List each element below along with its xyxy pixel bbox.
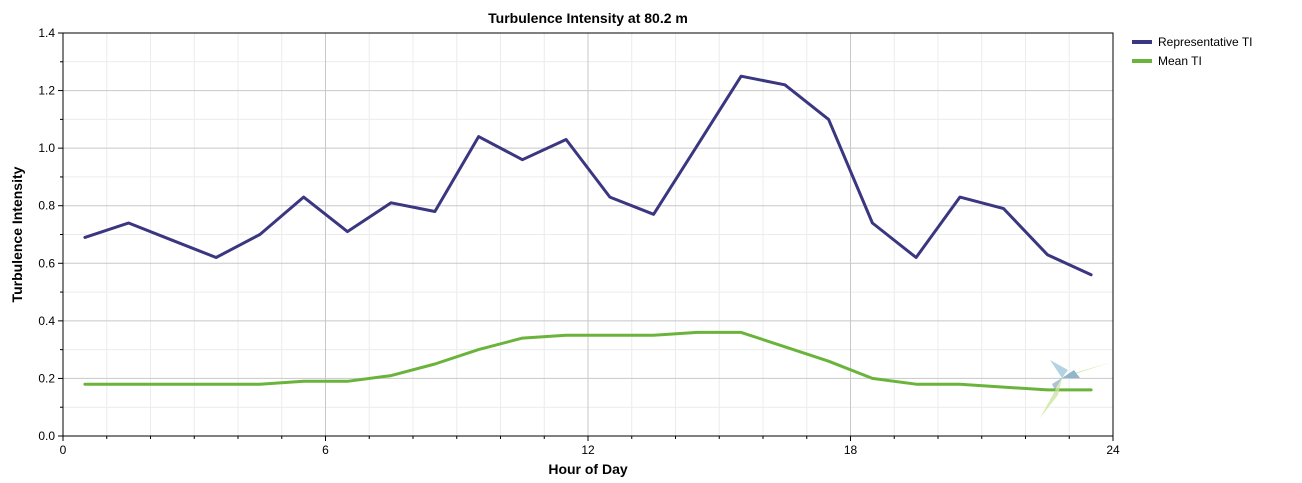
watermark-logo-icon bbox=[1040, 360, 1112, 418]
x-axis-label: Hour of Day bbox=[548, 461, 628, 477]
y-axis-label: Turbulence Intensity bbox=[9, 166, 25, 302]
series-line-mean-ti bbox=[83, 330, 1093, 392]
x-tick-label: 0 bbox=[60, 443, 67, 457]
axis-layer: 0 6 12 18 24 0.0 0.2 0.4 0.6 0.8 1.0 1.2 1.4 bbox=[38, 26, 1120, 457]
x-tick-label: 18 bbox=[844, 443, 858, 457]
x-tick-label: 12 bbox=[581, 443, 595, 457]
y-tick-label: 0.8 bbox=[38, 199, 55, 213]
y-tick-label: 0.4 bbox=[38, 314, 55, 328]
legend-label: Representative TI bbox=[1158, 35, 1253, 49]
legend-label: Mean TI bbox=[1158, 54, 1202, 68]
series-layer bbox=[83, 74, 1093, 392]
chart-title: Turbulence Intensity at 80.2 m bbox=[488, 10, 688, 26]
series-line-representative-ti bbox=[83, 74, 1093, 277]
x-tick-label: 24 bbox=[1106, 443, 1120, 457]
grid-layer bbox=[63, 33, 1113, 436]
y-tick-label: 1.0 bbox=[38, 141, 55, 155]
y-tick-label: 0.2 bbox=[38, 371, 55, 385]
y-tick-label: 0.6 bbox=[38, 256, 55, 270]
legend: Representative TI Mean TI bbox=[1132, 35, 1253, 68]
y-tick-label: 0.0 bbox=[38, 429, 55, 443]
x-tick-label: 6 bbox=[322, 443, 329, 457]
y-tick-label: 1.2 bbox=[38, 84, 55, 98]
y-tick-label: 1.4 bbox=[38, 26, 55, 40]
